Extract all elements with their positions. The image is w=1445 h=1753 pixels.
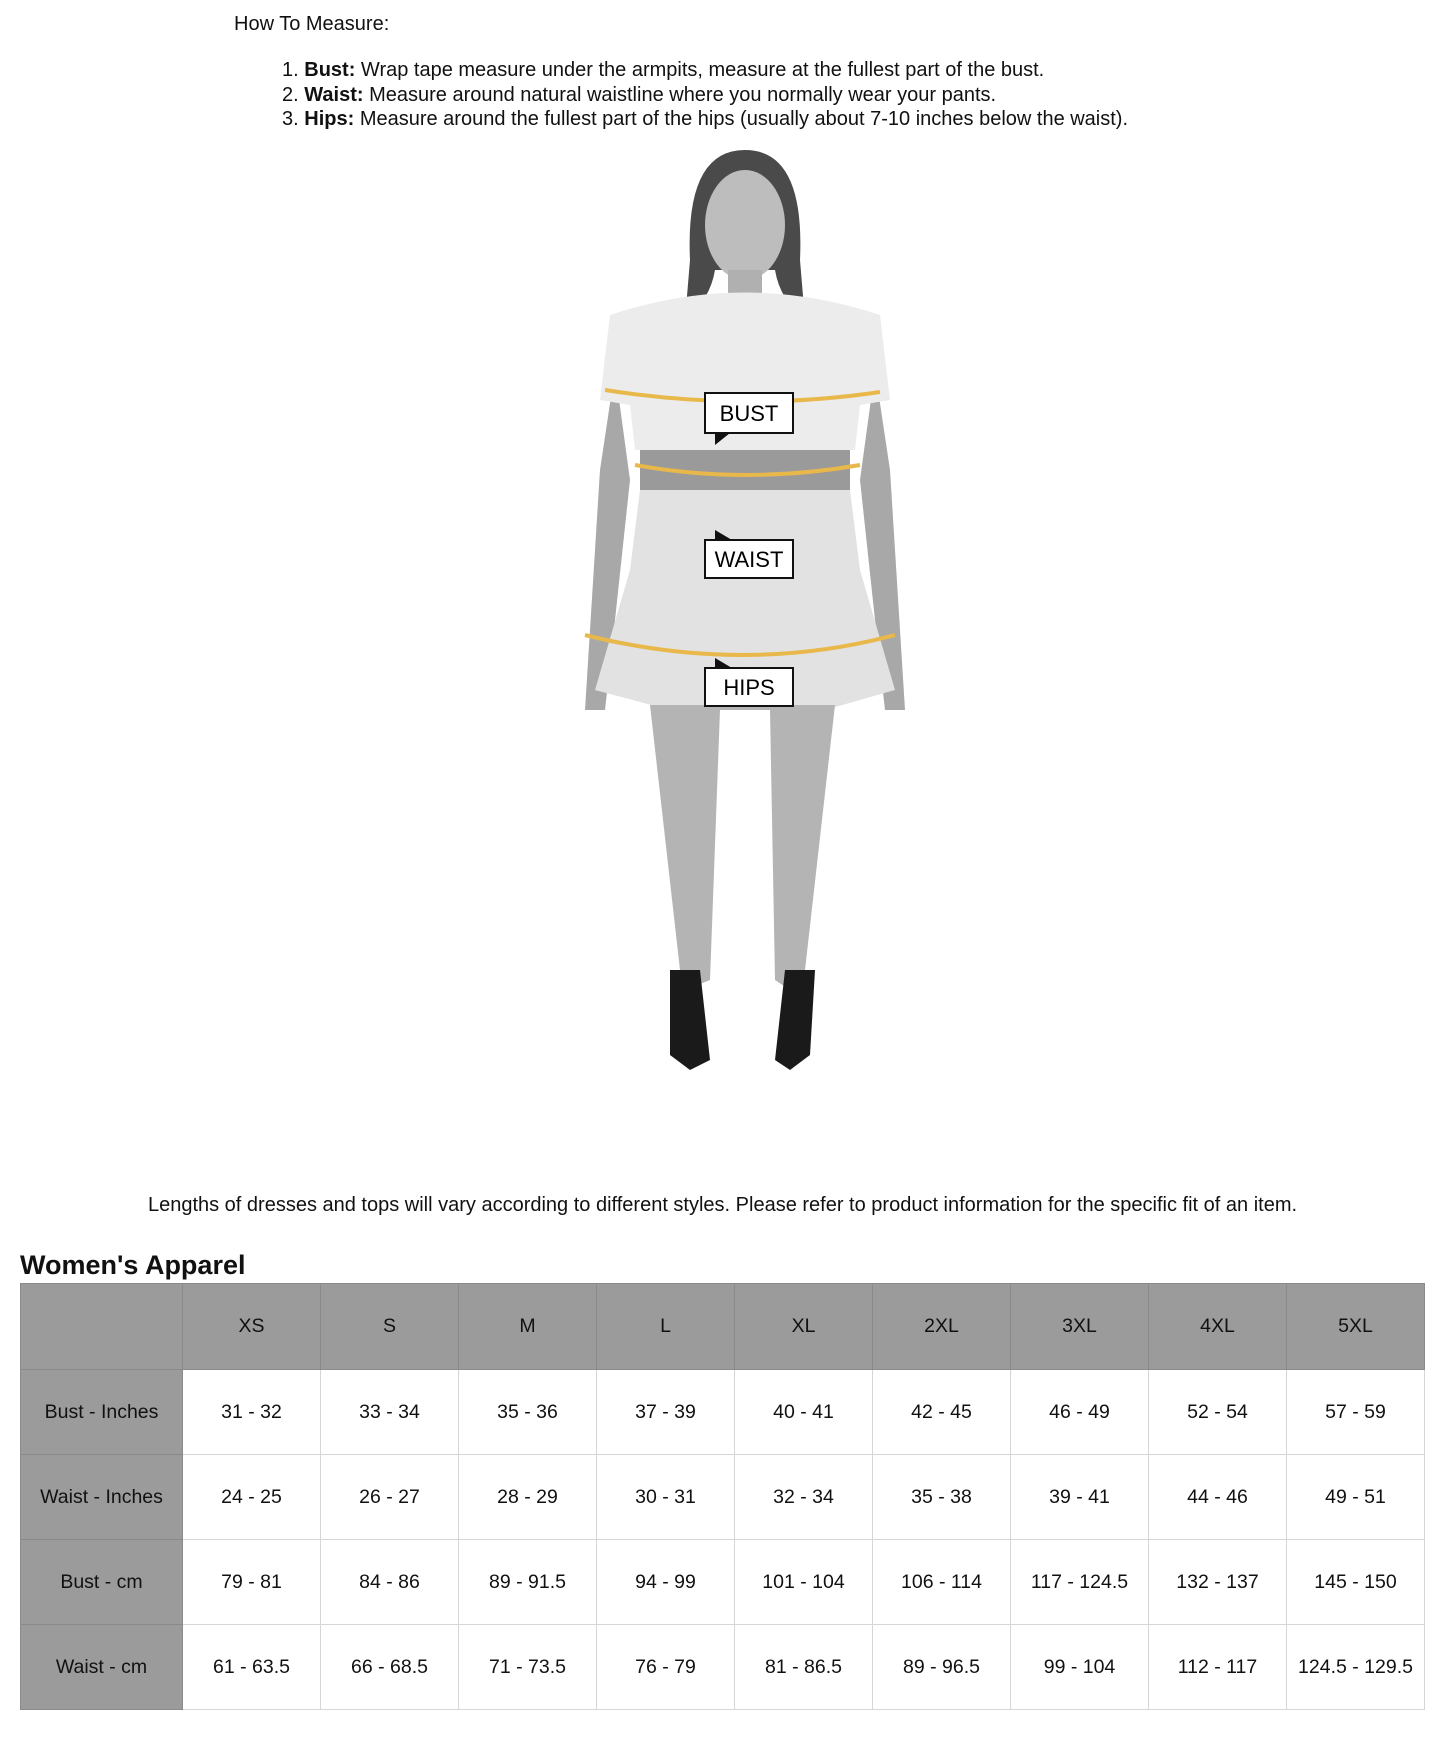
row-label: Bust - Inches bbox=[20, 1369, 183, 1455]
hips-label-text: HIPS bbox=[723, 675, 774, 700]
step-label: Bust: bbox=[304, 59, 356, 81]
measurement-cell: 30 - 31 bbox=[596, 1454, 735, 1540]
size-header: S bbox=[320, 1283, 459, 1370]
bust-label: BUST bbox=[704, 392, 794, 445]
step-number: 2. bbox=[282, 83, 299, 106]
measurement-cell: 71 - 73.5 bbox=[458, 1624, 597, 1710]
size-header: 4XL bbox=[1148, 1283, 1287, 1370]
size-header: XL bbox=[734, 1283, 873, 1370]
step-label: Waist: bbox=[304, 83, 364, 106]
measurement-cell: 89 - 91.5 bbox=[458, 1539, 597, 1625]
size-header-row: XS S M L XL 2XL 3XL 4XL 5XL bbox=[20, 1283, 1425, 1370]
measurement-cell: 57 - 59 bbox=[1286, 1369, 1425, 1455]
size-header: 3XL bbox=[1010, 1283, 1149, 1370]
measurement-cell: 40 - 41 bbox=[734, 1369, 873, 1455]
measurement-cell: 101 - 104 bbox=[734, 1539, 873, 1625]
step-number: 3. bbox=[282, 108, 299, 130]
waist-label-text: WAIST bbox=[715, 547, 784, 572]
row-label: Waist - Inches bbox=[20, 1454, 183, 1540]
step-bust: 1. Bust: Wrap tape measure under the arm… bbox=[282, 58, 1128, 83]
measurement-cell: 42 - 45 bbox=[872, 1369, 1011, 1455]
measurement-cell: 28 - 29 bbox=[458, 1454, 597, 1540]
model-top bbox=[600, 292, 890, 450]
measurement-cell: 32 - 34 bbox=[734, 1454, 873, 1540]
size-chart-table: XS S M L XL 2XL 3XL 4XL 5XL Bust - Inche… bbox=[20, 1283, 1425, 1710]
step-text: Measure around the fullest part of the h… bbox=[359, 108, 1129, 130]
measurement-cell: 94 - 99 bbox=[596, 1539, 735, 1625]
waist-tape-line bbox=[634, 463, 861, 477]
row-label: Waist - cm bbox=[20, 1624, 183, 1710]
measurement-cell: 37 - 39 bbox=[596, 1369, 735, 1455]
model-right-shoe bbox=[775, 970, 815, 1070]
measurement-cell: 31 - 32 bbox=[182, 1369, 321, 1455]
model-skirt bbox=[595, 490, 895, 710]
measurement-cell: 76 - 79 bbox=[596, 1624, 735, 1710]
model-legs bbox=[650, 705, 835, 990]
measurement-cell: 35 - 38 bbox=[872, 1454, 1011, 1540]
measurement-cell: 44 - 46 bbox=[1148, 1454, 1287, 1540]
bust-label-text: BUST bbox=[720, 401, 779, 426]
measurement-cell: 33 - 34 bbox=[320, 1369, 459, 1455]
size-header: 2XL bbox=[872, 1283, 1011, 1370]
table-row: Bust - cm 79 - 81 84 - 86 89 - 91.5 94 - 99 1… bbox=[20, 1539, 1425, 1625]
measurement-cell: 124.5 - 129.5 bbox=[1286, 1624, 1425, 1710]
size-header: XS bbox=[182, 1283, 321, 1370]
table-row: Waist - Inches 24 - 25 26 - 27 28 - 29 30 - … bbox=[20, 1454, 1425, 1540]
measurement-cell: 24 - 25 bbox=[182, 1454, 321, 1540]
measure-steps: 1. Bust: Wrap tape measure under the arm… bbox=[282, 58, 1128, 132]
model-right-arm bbox=[860, 370, 905, 710]
table-row: Bust - Inches 31 - 32 33 - 34 35 - 36 37 - 3… bbox=[20, 1369, 1425, 1455]
size-header: 5XL bbox=[1286, 1283, 1425, 1370]
measurement-cell: 84 - 86 bbox=[320, 1539, 459, 1625]
size-header: M bbox=[458, 1283, 597, 1370]
measurement-cell: 132 - 137 bbox=[1148, 1539, 1287, 1625]
measurement-cell: 26 - 27 bbox=[320, 1454, 459, 1540]
hips-tape-line bbox=[584, 633, 896, 657]
measurement-cell: 79 - 81 bbox=[182, 1539, 321, 1625]
step-label: Hips: bbox=[304, 108, 355, 130]
measurement-cell: 61 - 63.5 bbox=[182, 1624, 321, 1710]
waist-label: WAIST bbox=[704, 530, 794, 579]
size-chart-title: Women's Apparel bbox=[20, 1250, 246, 1280]
length-caption: Lengths of dresses and tops will vary ac… bbox=[147, 1194, 1298, 1216]
measurement-cell: 145 - 150 bbox=[1286, 1539, 1425, 1625]
measurement-cell: 35 - 36 bbox=[458, 1369, 597, 1455]
corner-cell bbox=[20, 1283, 183, 1370]
how-to-measure-heading: How To Measure: bbox=[234, 13, 390, 35]
measurement-cell: 52 - 54 bbox=[1148, 1369, 1287, 1455]
measurement-cell: 106 - 114 bbox=[872, 1539, 1011, 1625]
model-head bbox=[705, 170, 785, 280]
size-header: L bbox=[596, 1283, 735, 1370]
model-left-arm bbox=[585, 370, 630, 710]
measurement-cell: 46 - 49 bbox=[1010, 1369, 1149, 1455]
row-label: Bust - cm bbox=[20, 1539, 183, 1625]
step-hips: 3. Hips: Measure around the fullest part… bbox=[282, 107, 1128, 132]
step-text: Measure around natural waistline where y… bbox=[369, 83, 997, 106]
step-number: 1. bbox=[282, 59, 299, 81]
measurement-cell: 49 - 51 bbox=[1286, 1454, 1425, 1540]
measurement-cell: 89 - 96.5 bbox=[872, 1624, 1011, 1710]
hips-label: HIPS bbox=[704, 658, 794, 707]
measurement-cell: 117 - 124.5 bbox=[1010, 1539, 1149, 1625]
measurement-cell: 99 - 104 bbox=[1010, 1624, 1149, 1710]
measurement-cell: 66 - 68.5 bbox=[320, 1624, 459, 1710]
measurement-cell: 81 - 86.5 bbox=[734, 1624, 873, 1710]
model-figure: BUST WAIST HIPS bbox=[584, 150, 905, 1070]
step-text: Wrap tape measure under the armpits, mea… bbox=[360, 59, 1045, 81]
table-row: Waist - cm 61 - 63.5 66 - 68.5 71 - 73.5 76 … bbox=[20, 1624, 1425, 1710]
measurement-cell: 112 - 117 bbox=[1148, 1624, 1287, 1710]
measurement-cell: 39 - 41 bbox=[1010, 1454, 1149, 1540]
model-left-shoe bbox=[670, 970, 710, 1070]
step-waist: 2. Waist: Measure around natural waistli… bbox=[282, 83, 1128, 108]
